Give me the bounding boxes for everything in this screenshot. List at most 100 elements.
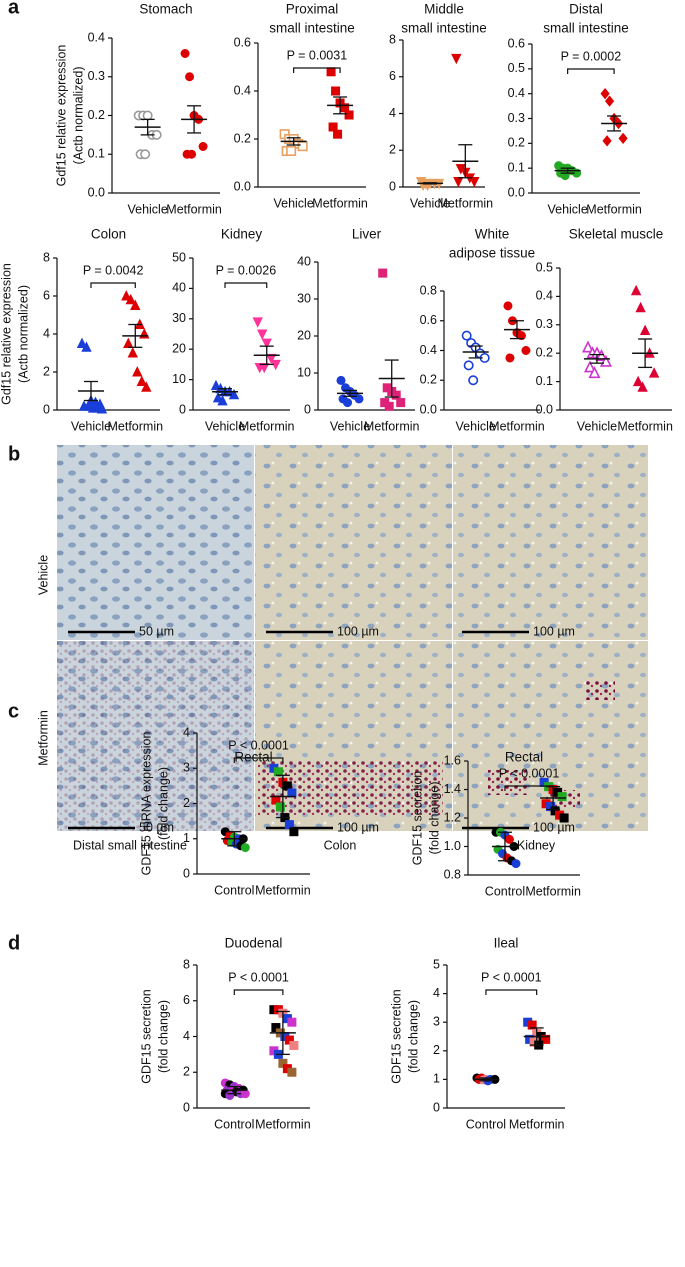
row-label: Vehicle	[36, 555, 50, 595]
y-tick-label: 0.0	[88, 185, 105, 199]
x-tick-label: Metformin	[525, 884, 581, 898]
annotation: P = 0.0026	[216, 263, 277, 277]
y-tick-label: 0.4	[234, 83, 251, 97]
y-tick-label: 40	[172, 281, 186, 295]
dot	[541, 1034, 551, 1044]
y-tick-label: 2	[389, 143, 396, 157]
y-tick-label: 0.6	[508, 36, 525, 50]
y-tick-label: 6	[43, 288, 50, 302]
dot	[261, 338, 272, 349]
x-tick-label: Metformin	[255, 883, 311, 897]
dot	[333, 129, 343, 139]
y-axis-label: (fold change)	[156, 1000, 170, 1073]
y-tick-label: 0.8	[420, 283, 437, 297]
x-tick-label: Vehicle	[127, 202, 167, 216]
significance-bracket	[224, 282, 268, 288]
y-tick-label: 0.1	[536, 374, 553, 388]
column-label: Colon	[324, 838, 357, 852]
micrograph	[255, 445, 452, 640]
y-tick-label: 0.0	[234, 179, 251, 193]
chart-title: Rectal	[234, 750, 272, 765]
x-tick-label: Control	[214, 883, 254, 897]
dot	[648, 367, 660, 378]
y-tick-label: 2	[43, 364, 50, 378]
y-axis-label: (fold change)	[427, 782, 441, 855]
dot-plot: Distal small intestine 0.0 0.1 0.2 0.3 0.4 0.5 0…	[508, 2, 642, 217]
y-tick-label: 0	[304, 402, 311, 416]
y-axis-label: Gdf15 relative expression	[0, 263, 13, 405]
dot	[604, 95, 615, 107]
dot	[630, 284, 642, 296]
y-tick-label: 40	[297, 254, 311, 268]
significance-bracket	[90, 282, 136, 288]
dot	[505, 353, 515, 363]
dot-plot: Rectal GDF15 secretion (fold change)0.8 1.0…	[410, 750, 581, 899]
y-tick-label: 20	[172, 341, 186, 355]
dot	[225, 1090, 235, 1100]
chart-title: Stomach	[139, 2, 192, 17]
dot	[287, 1017, 297, 1027]
panel-label: b	[8, 443, 20, 465]
dot	[136, 375, 147, 387]
y-tick-label: 0.4	[88, 30, 105, 44]
y-tick-label: 0.3	[88, 69, 105, 83]
x-tick-label: Control	[485, 884, 525, 898]
y-tick-label: 0.1	[88, 147, 105, 161]
chart-title: Rectal	[505, 750, 543, 765]
y-axis-label: (Actb normalized)	[16, 285, 30, 383]
stain-overlay	[488, 770, 528, 795]
y-tick-label: 8	[183, 957, 190, 971]
x-tick-label: Control	[214, 1117, 254, 1131]
y-axis-label: (fold change)	[156, 767, 170, 840]
dot	[286, 146, 297, 157]
y-tick-label: 10	[297, 365, 311, 379]
scale-label: 50 µm	[139, 820, 174, 834]
significance-bracket	[504, 785, 554, 791]
scale-label: 100 µm	[337, 624, 379, 638]
y-tick-label: 3	[433, 1014, 440, 1028]
dot	[287, 1067, 297, 1077]
dot	[378, 268, 388, 278]
dot	[273, 767, 283, 777]
y-tick-label: 0	[43, 402, 50, 416]
scale-label: 50 µm	[139, 624, 174, 638]
y-tick-label: 1.4	[444, 782, 461, 796]
x-tick-label: Metformin	[239, 419, 295, 433]
panel-label: c	[8, 700, 19, 722]
y-axis-label: GDF15 secretion	[139, 989, 153, 1084]
dot	[602, 135, 612, 147]
dot	[600, 87, 610, 100]
column-label: Kidney	[517, 838, 556, 852]
dot	[583, 360, 596, 373]
chart-title: small intestine	[401, 21, 487, 36]
dot	[240, 843, 250, 853]
dot	[123, 337, 134, 349]
dot	[581, 340, 594, 353]
x-tick-label: Metformin	[107, 419, 163, 433]
dot	[588, 366, 601, 379]
x-tick-label: Metformin	[312, 196, 368, 210]
annotation: P < 0.0001	[228, 738, 289, 752]
micrograph	[57, 445, 254, 640]
dot-plot: Skeletal muscle 0.0 0.1 0.2 0.3 0.4 0.5 Vehicle…	[536, 227, 673, 434]
chart-title: Distal	[569, 2, 603, 17]
dot	[396, 398, 406, 408]
dot	[139, 328, 150, 339]
chart-title: Colon	[91, 227, 126, 242]
dot	[468, 375, 479, 386]
chart-title: Ileal	[494, 936, 519, 951]
annotation: P = 0.0031	[287, 48, 348, 62]
y-tick-label: 4	[389, 106, 396, 120]
y-tick-label: 4	[433, 986, 440, 1000]
y-tick-label: 0.8	[444, 867, 461, 881]
significance-bracket	[567, 68, 615, 74]
x-tick-label: Vehicle	[205, 419, 245, 433]
dot	[463, 360, 474, 371]
dot	[76, 337, 88, 349]
dot	[511, 859, 521, 869]
y-tick-label: 0.4	[508, 86, 525, 100]
dot	[297, 141, 308, 152]
dot-plot: Proximal small intestine 0.0 0.2 0.4 0.6 Vehic…	[234, 2, 368, 211]
dot	[142, 110, 153, 121]
